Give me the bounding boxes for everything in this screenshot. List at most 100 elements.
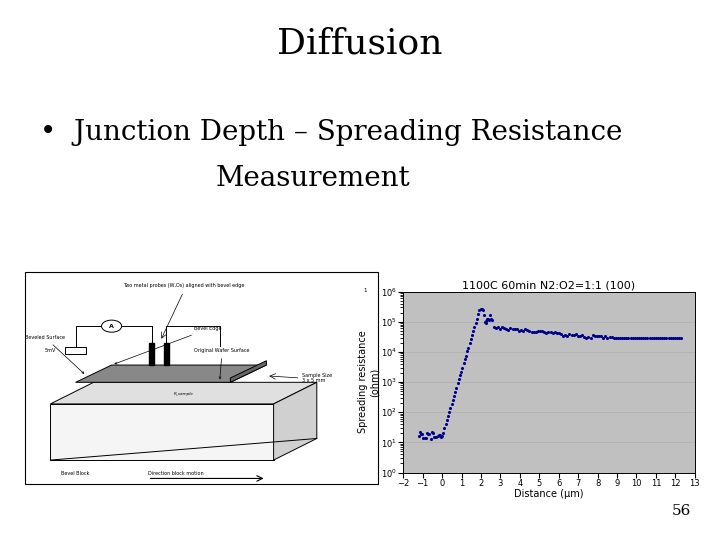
Point	[621, 333, 632, 342]
Point	[463, 343, 474, 352]
Point	[511, 325, 523, 333]
Point	[436, 432, 447, 441]
Point	[642, 333, 653, 342]
Point	[417, 430, 428, 438]
Point	[503, 326, 514, 334]
Text: 56: 56	[672, 504, 691, 518]
Point	[449, 388, 461, 396]
Point	[612, 333, 624, 342]
Point	[547, 328, 559, 337]
Point	[413, 431, 425, 440]
Point	[634, 333, 645, 342]
Y-axis label: Spreading resistance
(ohm): Spreading resistance (ohm)	[358, 330, 379, 434]
Point	[669, 333, 680, 342]
Point	[419, 433, 431, 442]
Text: Beveled Surface: Beveled Surface	[25, 335, 84, 374]
Text: Sample Size
3 x 5 mm: Sample Size 3 x 5 mm	[302, 373, 333, 383]
Point	[667, 333, 678, 342]
Point	[462, 347, 473, 356]
Point	[675, 333, 687, 342]
Point	[585, 333, 596, 342]
Point	[564, 330, 575, 339]
Point	[541, 329, 552, 338]
Point	[423, 429, 435, 438]
Polygon shape	[50, 382, 317, 404]
Point	[648, 333, 660, 342]
Point	[442, 411, 454, 420]
Point	[559, 331, 571, 340]
Point	[459, 355, 471, 364]
Point	[614, 333, 626, 342]
Point	[629, 333, 641, 342]
Point	[454, 371, 466, 380]
Point	[509, 325, 521, 333]
Point	[432, 432, 444, 441]
Point	[526, 328, 537, 336]
Text: 5mV: 5mV	[45, 348, 56, 353]
Point	[600, 332, 611, 341]
Point	[436, 432, 448, 441]
Text: R_sample: R_sample	[174, 392, 194, 396]
Point	[490, 324, 501, 333]
Point	[570, 329, 582, 338]
Point	[577, 330, 588, 339]
Point	[434, 431, 446, 440]
Point	[635, 333, 647, 342]
Point	[652, 333, 664, 342]
Point	[673, 333, 685, 342]
Bar	[150, 343, 154, 365]
Polygon shape	[230, 361, 266, 382]
Point	[582, 333, 594, 341]
Text: Direction block motion: Direction block motion	[148, 471, 203, 476]
Point	[446, 400, 457, 408]
Point	[665, 333, 676, 342]
Point	[444, 408, 455, 417]
Point	[657, 333, 668, 342]
Point	[551, 329, 562, 338]
Point	[598, 333, 609, 342]
Point	[472, 310, 484, 319]
Point	[545, 328, 557, 336]
Point	[623, 333, 634, 342]
Text: 1: 1	[364, 288, 367, 293]
Point	[536, 327, 548, 335]
Text: Original Wafer Surface: Original Wafer Surface	[194, 348, 250, 379]
Point	[500, 325, 512, 334]
Point	[663, 333, 675, 342]
Title: 1100C 60min N2:O2=1:1 (100): 1100C 60min N2:O2=1:1 (100)	[462, 281, 636, 291]
Point	[451, 384, 462, 393]
Point	[453, 375, 464, 383]
Point	[618, 333, 630, 342]
Point	[572, 332, 584, 341]
Bar	[164, 343, 168, 365]
Point	[467, 327, 479, 336]
Point	[418, 433, 429, 442]
Point	[465, 335, 477, 344]
Point	[452, 379, 464, 387]
Point	[606, 332, 617, 341]
Point	[644, 333, 655, 342]
Point	[469, 323, 480, 332]
Point	[447, 396, 459, 404]
Point	[604, 333, 616, 341]
Point	[474, 306, 485, 315]
Point	[507, 325, 518, 333]
Polygon shape	[274, 382, 317, 460]
Point	[488, 323, 500, 332]
Point	[485, 315, 497, 323]
Point	[456, 363, 468, 372]
Point	[494, 325, 505, 333]
Point	[631, 333, 643, 342]
Point	[429, 433, 441, 442]
Point	[482, 315, 493, 324]
Circle shape	[102, 320, 122, 332]
Point	[438, 428, 449, 437]
Point	[498, 323, 510, 332]
Point	[528, 327, 539, 336]
Point	[616, 333, 628, 342]
Point	[575, 332, 586, 340]
Point	[513, 327, 525, 335]
Point	[534, 327, 546, 336]
X-axis label: Distance (µm): Distance (µm)	[514, 489, 584, 499]
Point	[477, 305, 489, 314]
